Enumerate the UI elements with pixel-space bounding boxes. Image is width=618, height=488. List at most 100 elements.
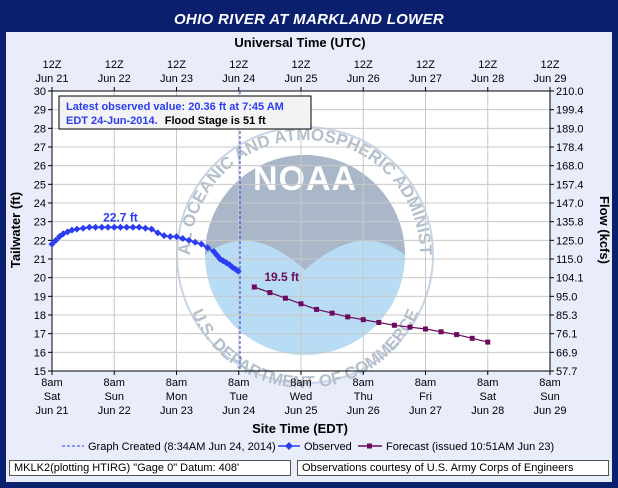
- forecast-point: [282, 295, 288, 301]
- forecast-point: [454, 332, 460, 338]
- x-tick-day: Tue: [229, 391, 248, 403]
- x-tick-time: 8am: [415, 377, 436, 389]
- annotations-layer: 22.7 ft 19.5 ft: [103, 210, 299, 284]
- observed-point: [79, 224, 87, 232]
- forecast-point: [376, 319, 382, 325]
- forecast-point: [314, 306, 320, 312]
- latest-value-date: EDT 24-Jun-2014.: [66, 115, 158, 127]
- top-tick-time: 12Z: [354, 59, 373, 71]
- y2-tick-label: 199.4: [556, 105, 584, 117]
- top-tick-date: Jun 21: [35, 73, 68, 85]
- y2-tick-label: 66.9: [556, 347, 577, 359]
- top-axis-label: Universal Time (UTC): [234, 35, 365, 50]
- y-tick-label: 27: [34, 142, 46, 154]
- top-tick-time: 12Z: [43, 59, 62, 71]
- observed-point: [73, 225, 81, 233]
- x-tick-day: Fri: [419, 391, 432, 403]
- x-tick-day: Sun: [540, 391, 560, 403]
- x-tick-date: Jun 24: [222, 405, 255, 417]
- x-tick-day: Sat: [479, 391, 496, 403]
- forecast-point: [345, 314, 351, 320]
- observed-point: [85, 223, 93, 231]
- x-tick-day: Mon: [166, 391, 187, 403]
- x-tick-date: Jun 23: [160, 405, 193, 417]
- x-tick-day: Wed: [290, 391, 312, 403]
- x-tick-date: Jun 29: [533, 405, 566, 417]
- observed-point: [129, 223, 137, 231]
- forecast-point: [485, 339, 491, 345]
- x-tick-time: 8am: [166, 377, 187, 389]
- left-axis-ticks: 15 16 17 18 19 20 21 22 23 24 25 26 27 28 29 30: [34, 86, 52, 378]
- observed-point: [148, 225, 156, 233]
- x-tick-time: 8am: [353, 377, 374, 389]
- forecast-point: [438, 329, 444, 335]
- latest-value-box: Latest observed value: 20.36 ft at 7:45 …: [58, 95, 312, 130]
- y-tick-label: 25: [34, 179, 46, 191]
- observed-point: [234, 267, 242, 275]
- y2-tick-label: 85.3: [556, 310, 577, 322]
- top-tick-date: Jun 29: [533, 73, 566, 85]
- x-tick-time: 8am: [477, 377, 498, 389]
- top-tick-time: 12Z: [541, 59, 560, 71]
- top-tick-time: 12Z: [167, 59, 186, 71]
- top-tick-date: Jun 25: [284, 73, 317, 85]
- observed-point: [92, 223, 100, 231]
- x-tick-day: Sun: [104, 391, 124, 403]
- observed-point: [204, 244, 212, 252]
- observed-point: [179, 234, 187, 242]
- value-annotation: 22.7 ft: [103, 210, 138, 224]
- x-tick-date: Jun 25: [284, 405, 317, 417]
- y2-tick-label: 125.0: [556, 235, 584, 247]
- latest-value-line1: Latest observed value: 20.36 ft at 7:45 …: [66, 101, 284, 113]
- observed-point: [191, 238, 199, 246]
- x-tick-date: Jun 22: [98, 405, 131, 417]
- observed-point: [48, 240, 56, 248]
- y2-tick-label: 210.0: [556, 86, 584, 98]
- y-tick-label: 19: [34, 291, 46, 303]
- top-axis-ticks: 12Z Jun 21 12Z Jun 22 12Z Jun 23 12Z Jun 24 12Z J…: [35, 59, 567, 91]
- y2-tick-label: 168.0: [556, 161, 584, 173]
- forecast-point: [469, 335, 475, 341]
- observed-point: [104, 223, 112, 231]
- top-tick-time: 12Z: [292, 59, 311, 71]
- y-tick-label: 29: [34, 105, 46, 117]
- y-tick-label: 24: [34, 198, 46, 210]
- x-tick-time: 8am: [228, 377, 249, 389]
- top-tick-time: 12Z: [478, 59, 497, 71]
- x-tick-time: 8am: [290, 377, 311, 389]
- observed-point: [154, 229, 162, 237]
- x-tick-date: Jun 28: [471, 405, 504, 417]
- noaa-logo-text: NOAA: [253, 160, 357, 198]
- observed-point: [110, 223, 118, 231]
- observed-point: [166, 233, 174, 241]
- bottom-axis-ticks: 8am Sat Jun 21 8am Sun Jun 22 8am Mon Jun 23 8am T…: [35, 371, 567, 417]
- legend-graph-created: Graph Created (8:34AM Jun 24, 2014): [88, 441, 276, 453]
- y-tick-label: 26: [34, 161, 46, 173]
- observed-point: [52, 236, 60, 244]
- y2-tick-label: 104.1: [556, 273, 584, 285]
- legend-forecast: Forecast (issued 10:51AM Jun 23): [386, 441, 554, 453]
- top-tick-time: 12Z: [229, 59, 248, 71]
- y-tick-label: 15: [34, 366, 46, 378]
- y-tick-label: 22: [34, 235, 46, 247]
- y-tick-label: 18: [34, 310, 46, 322]
- footer-datum: MKLK2(plotting HTIRG) "Gage 0" Datum: 40…: [9, 460, 291, 476]
- footer-credit: Observations courtesy of U.S. Army Corps…: [297, 460, 609, 476]
- right-axis-ticks: 57.7 66.9 76.1 85.3 95.0 104.1 115.0 125.0 135.8…: [550, 86, 584, 378]
- forecast-point: [391, 322, 397, 328]
- y2-tick-label: 178.4: [556, 142, 584, 154]
- y-tick-label: 30: [34, 86, 46, 98]
- x-tick-time: 8am: [104, 377, 125, 389]
- y-tick-label: 23: [34, 217, 46, 229]
- legend: Graph Created (8:34AM Jun 24, 2014) Obse…: [62, 441, 554, 453]
- y-tick-label: 20: [34, 273, 46, 285]
- top-tick-date: Jun 26: [347, 73, 380, 85]
- y2-tick-label: 95.0: [556, 291, 577, 303]
- y2-tick-label: 76.1: [556, 329, 577, 341]
- top-tick-time: 12Z: [416, 59, 435, 71]
- y-tick-label: 16: [34, 347, 46, 359]
- forecast-point: [360, 317, 366, 323]
- forecast-point: [267, 290, 273, 296]
- top-tick-date: Jun 28: [471, 73, 504, 85]
